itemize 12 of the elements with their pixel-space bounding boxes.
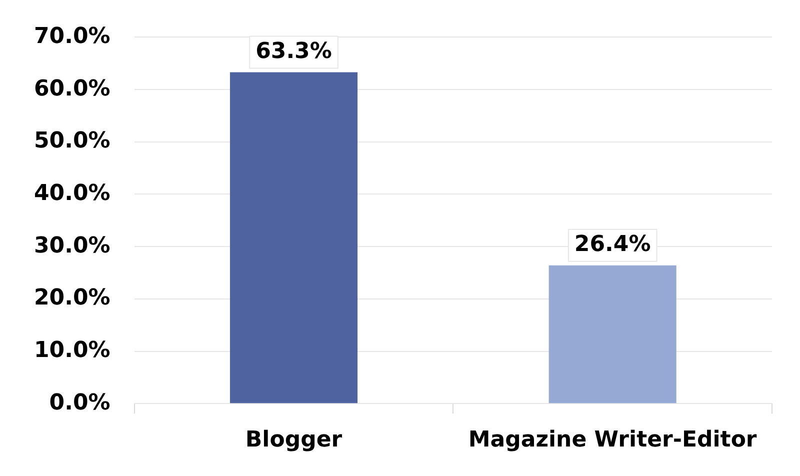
x-tick-label: Blogger	[245, 428, 342, 453]
y-tick-label: 40.0%	[34, 180, 110, 206]
y-tick-label: 30.0%	[34, 233, 110, 258]
y-tick-label: 10.0%	[34, 338, 110, 363]
y-tick-label: 20.0%	[34, 286, 110, 311]
y-tick-label: 0.0%	[49, 390, 110, 416]
data-label: 63.3%	[256, 38, 332, 64]
y-tick-label: 60.0%	[34, 76, 110, 102]
y-tick-label: 50.0%	[34, 128, 110, 154]
y-tick-label: 70.0%	[34, 24, 110, 49]
x-tick-label: Magazine Writer-Editor	[468, 428, 757, 453]
data-label: 26.4%	[574, 232, 651, 258]
